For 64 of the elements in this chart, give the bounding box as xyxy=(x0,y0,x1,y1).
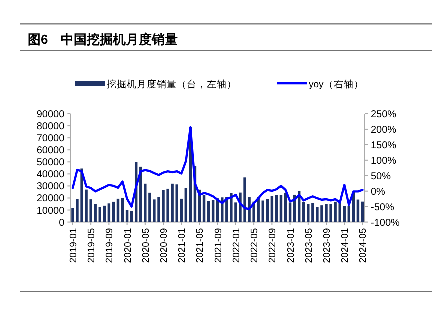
bar xyxy=(266,199,270,222)
y-tick-label: 40000 xyxy=(36,170,66,181)
y-tick-label: 20000 xyxy=(36,194,66,205)
y-tick-label: 90000 xyxy=(36,110,66,120)
x-tick-label: 2021-05 xyxy=(195,228,206,264)
bar xyxy=(270,196,274,222)
y2-tick-label: -50% xyxy=(371,202,394,214)
bar xyxy=(126,210,129,222)
y-tick-label: 10000 xyxy=(36,206,66,217)
x-tick-label: 2019-09 xyxy=(104,228,116,264)
y2-tick-label: 100% xyxy=(371,156,397,167)
x-tick-label: 2024-01 xyxy=(340,228,352,264)
y-tick-label: 70000 xyxy=(36,134,66,145)
y2-tick-label: 0% xyxy=(371,186,386,198)
x-tick-label: 2023-05 xyxy=(304,228,315,264)
x-tick-label: 2023-01 xyxy=(286,228,297,264)
legend-label: yoy（右轴） xyxy=(309,78,364,90)
chart-title: 图6 中国挖掘机月度销量 xyxy=(28,32,178,47)
y-tick-label: 80000 xyxy=(36,122,66,133)
bar xyxy=(302,202,306,222)
bar xyxy=(98,207,102,222)
x-tick-label: 2022-05 xyxy=(250,228,261,264)
y-tick-label: 30000 xyxy=(36,182,66,193)
bar xyxy=(207,201,210,222)
y-tick-label: 0 xyxy=(59,218,66,229)
y2-tick-label: 200% xyxy=(371,124,397,136)
bar xyxy=(280,195,283,222)
bar xyxy=(180,198,183,222)
x-tick-label: 2023-09 xyxy=(322,228,334,264)
bar xyxy=(288,202,292,222)
line-series xyxy=(72,126,364,210)
x-tick-label: 2022-01 xyxy=(231,228,242,264)
y-tick-label: 60000 xyxy=(36,146,66,157)
x-tick-label: 2020-05 xyxy=(140,228,152,264)
bar xyxy=(361,202,364,222)
x-tick-label: 2019-01 xyxy=(68,228,80,264)
bar xyxy=(212,200,215,222)
x-tick-label: 2019-05 xyxy=(86,228,98,264)
bar xyxy=(112,202,116,222)
bar xyxy=(108,204,111,222)
bar xyxy=(348,206,351,222)
x-tick-label: 2024-05 xyxy=(358,228,370,264)
x-tick-label: 2022-09 xyxy=(268,228,279,264)
bar xyxy=(121,198,124,222)
y-tick-label: 50000 xyxy=(36,158,66,169)
bar xyxy=(130,210,134,222)
bar xyxy=(116,198,120,222)
bar xyxy=(184,188,188,222)
x-tick-label: 2020-09 xyxy=(159,228,170,264)
x-tick-label: 2020-01 xyxy=(122,228,134,264)
y2-tick-label: 50% xyxy=(371,171,392,182)
bar xyxy=(356,200,360,222)
bar xyxy=(284,193,288,222)
y2-tick-label: 250% xyxy=(371,110,397,120)
bar xyxy=(103,206,106,222)
bar xyxy=(275,195,278,222)
bar xyxy=(262,200,264,222)
y2-tick-label: -100% xyxy=(371,218,400,229)
y2-tick-label: 150% xyxy=(371,140,397,152)
legend-label: 挖掘机月度销量（台，左轴） xyxy=(107,78,237,90)
x-tick-label: 2021-09 xyxy=(213,228,224,264)
bar xyxy=(343,206,346,222)
x-tick-label: 2021-01 xyxy=(177,228,188,264)
bar xyxy=(202,194,206,222)
